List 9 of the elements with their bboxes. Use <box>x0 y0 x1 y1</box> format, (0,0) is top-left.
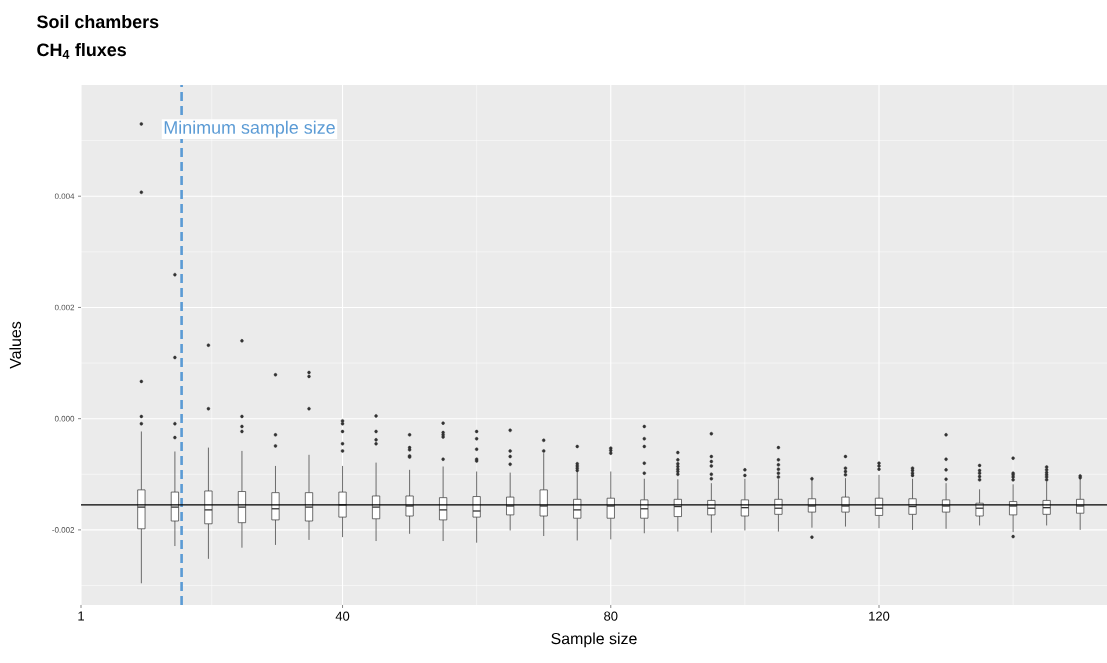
y-axis-title: Values <box>9 321 22 369</box>
chart-title: Soil chambers <box>37 14 159 29</box>
x-tick-label: 40 <box>335 611 350 621</box>
ref-line-label: Minimum sample size <box>164 120 335 138</box>
x-tick-label: 1 <box>78 611 84 621</box>
chart-subtitle: CH$_{4}$ fluxes <box>37 42 126 59</box>
x-tick-label: 80 <box>604 611 618 621</box>
x-axis-title: Sample size <box>551 632 637 648</box>
x-tick-label: 120 <box>869 611 890 621</box>
